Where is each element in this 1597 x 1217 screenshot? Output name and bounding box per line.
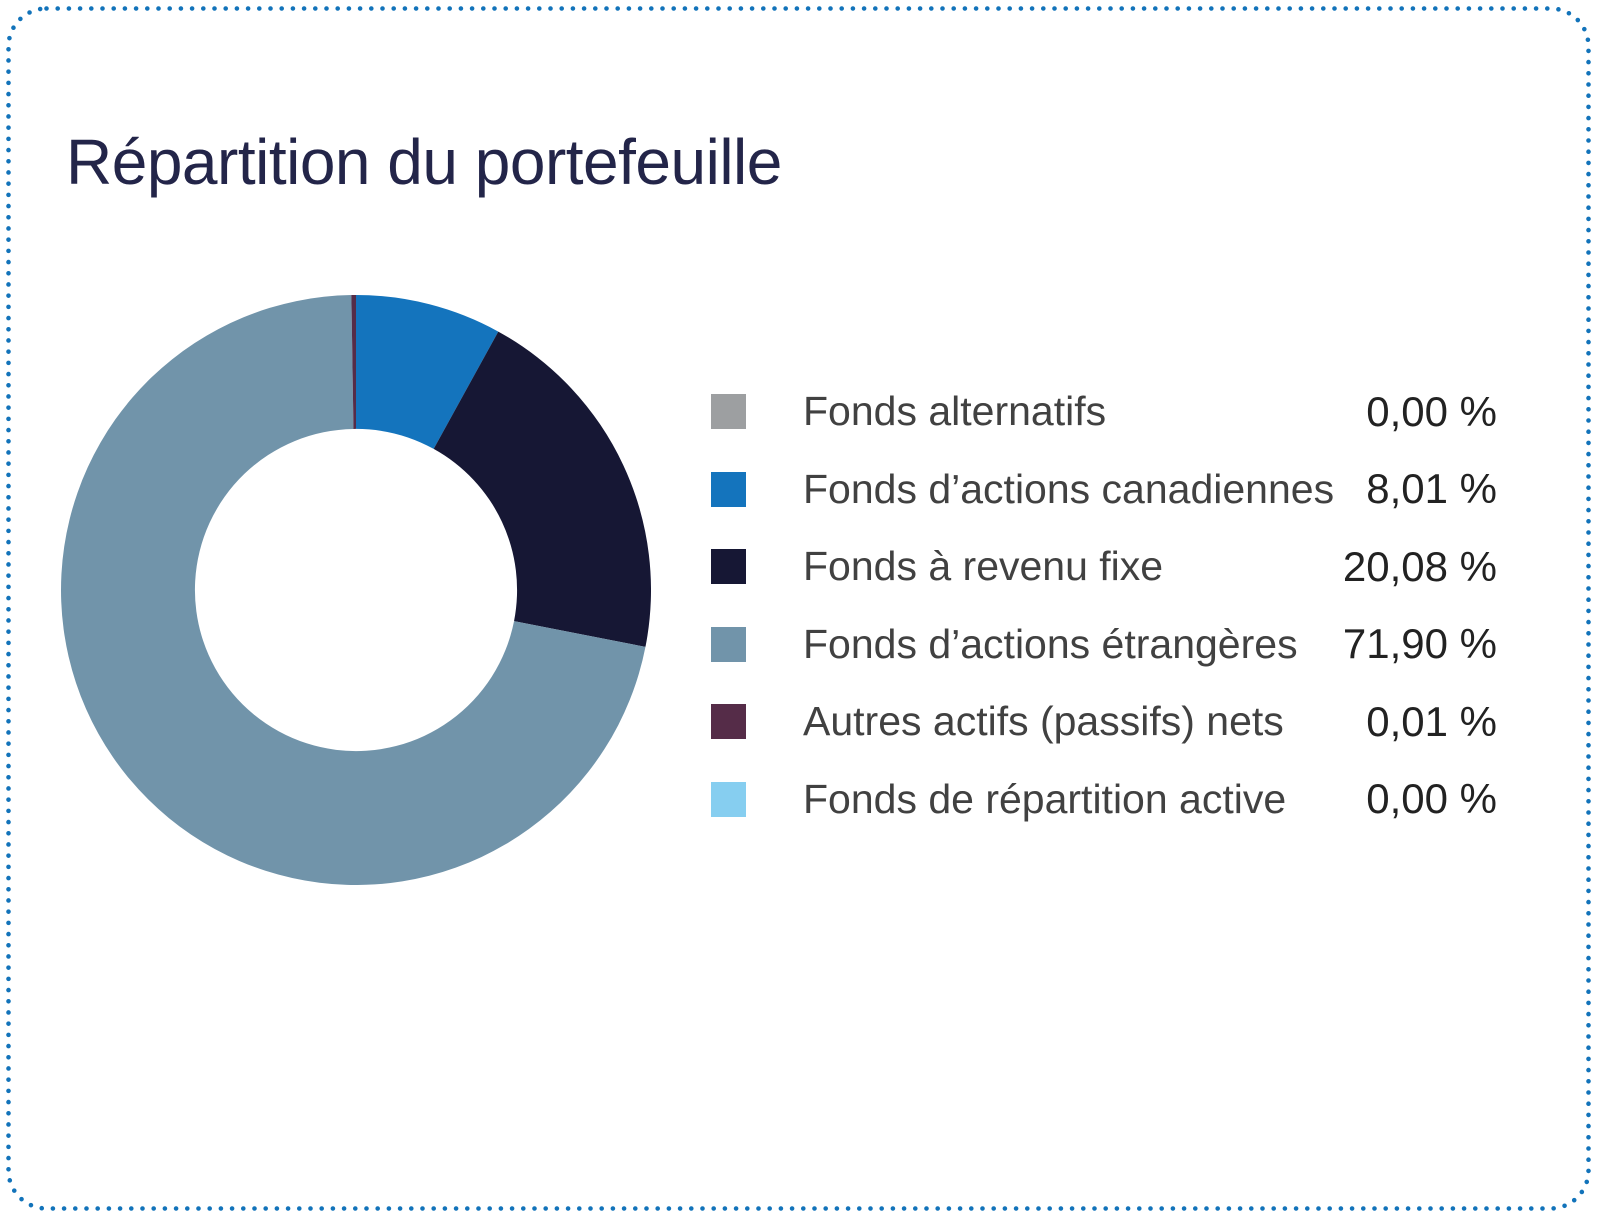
donut-chart <box>61 295 651 885</box>
legend-value: 20,08 % <box>1342 542 1497 590</box>
legend-swatch <box>711 781 746 817</box>
legend-item: Fonds à revenu fixe 20,08 % <box>711 528 1497 606</box>
legend-swatch <box>711 549 746 585</box>
legend-item: Autres actifs (passifs) nets 0,01 % <box>711 683 1497 761</box>
donut-segment <box>61 295 646 885</box>
legend-swatch <box>711 471 746 507</box>
legend-item: Fonds de répartition active 0,00 % <box>711 761 1497 839</box>
donut-segment <box>356 295 499 449</box>
legend-label: Fonds d’actions canadiennes <box>803 465 1335 512</box>
legend-label: Fonds à revenu fixe <box>803 543 1164 590</box>
legend-label: Fonds d’actions étrangères <box>803 620 1298 667</box>
legend-item: Fonds d’actions étrangères 71,90 % <box>711 606 1497 684</box>
donut-segment <box>351 295 356 429</box>
donut-segment <box>433 331 651 647</box>
legend-item: Fonds alternatifs 0,00 % <box>711 373 1497 451</box>
legend-value: 8,01 % <box>1366 465 1497 513</box>
chart-title: Répartition du portefeuille <box>66 126 782 198</box>
legend-label: Fonds de répartition active <box>803 775 1287 822</box>
legend-label: Autres actifs (passifs) nets <box>803 698 1284 745</box>
legend-item: Fonds d’actions canadiennes 8,01 % <box>711 451 1497 529</box>
legend-value: 0,00 % <box>1366 387 1497 435</box>
legend-label: Fonds alternatifs <box>803 388 1107 435</box>
legend-value: 0,00 % <box>1366 775 1497 823</box>
legend: Fonds alternatifs 0,00 % Fonds d’actions… <box>711 373 1497 838</box>
legend-swatch <box>711 394 746 430</box>
legend-swatch <box>711 704 746 740</box>
legend-value: 0,01 % <box>1366 697 1497 745</box>
legend-swatch <box>711 626 746 662</box>
legend-value: 71,90 % <box>1342 620 1497 668</box>
